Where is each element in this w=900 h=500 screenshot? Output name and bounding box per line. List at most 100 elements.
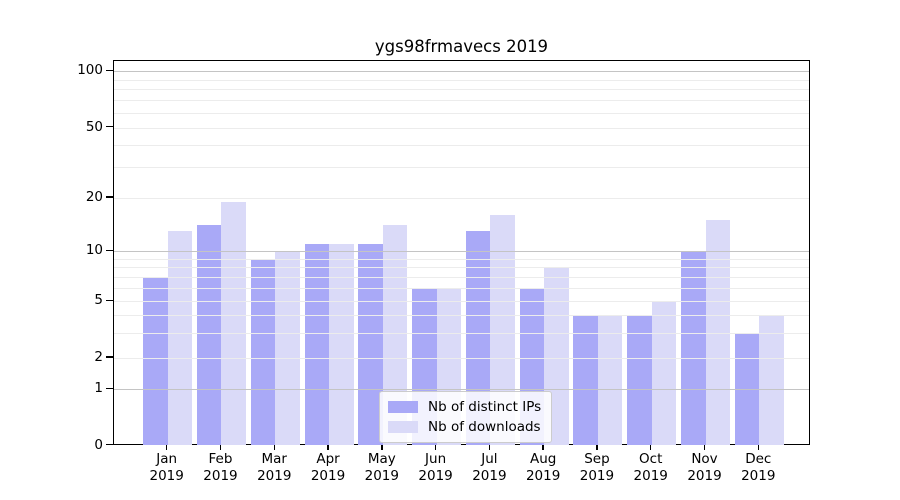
x-tick-label-dec: Dec 2019 — [723, 451, 793, 484]
bar-downloads-jan — [167, 230, 193, 445]
minor-gridline-40 — [114, 144, 809, 146]
legend-swatch-downloads — [388, 421, 418, 433]
bar-ips-feb — [196, 225, 222, 445]
minor-gridline-3 — [114, 332, 809, 334]
minor-gridline-7 — [114, 276, 809, 278]
x-tick-label-line: 2019 — [364, 467, 399, 484]
x-tick-mark-sep — [596, 445, 598, 450]
x-tick-label-may: May 2019 — [347, 451, 417, 484]
x-tick-label-line: 2019 — [310, 467, 346, 484]
x-tick-label-line: Oct — [639, 451, 663, 467]
y-tick-label-100: 100 — [77, 62, 103, 78]
legend-label-distinct-ips: Nb of distinct IPs — [428, 399, 542, 415]
y-tick-mark-50 — [105, 126, 113, 128]
bar-downloads-mar — [275, 251, 300, 445]
minor-gridline-70 — [114, 100, 809, 102]
bar-ips-apr — [304, 243, 330, 445]
x-tick-label-line: 2019 — [472, 467, 507, 484]
bar-downloads-apr — [329, 243, 354, 445]
legend-row-distinct-ips: Nb of distinct IPs — [388, 397, 541, 417]
x-tick-mark-mar — [273, 445, 275, 450]
x-tick-label-feb: Feb 2019 — [185, 451, 255, 484]
y-tick-mark-2 — [105, 356, 113, 358]
x-tick-label-line: May — [367, 451, 396, 467]
x-tick-mark-may — [381, 445, 383, 450]
bar-ips-oct — [627, 314, 652, 445]
x-tick-label-line: Feb — [208, 451, 233, 467]
major-gridline-1 — [114, 389, 809, 390]
bar-downloads-nov — [705, 219, 730, 445]
x-tick-mark-feb — [219, 445, 222, 450]
x-tick-label-line: Jan — [156, 451, 178, 467]
x-tick-label-line: 2019 — [418, 467, 453, 484]
bar-ips-jan — [143, 276, 168, 445]
x-tick-label-line: Apr — [316, 451, 340, 467]
x-tick-label-sep: Sep 2019 — [562, 451, 632, 484]
x-tick-label-line: Nov — [691, 451, 718, 467]
major-gridline-10 — [114, 251, 809, 252]
bar-downloads-sep — [597, 314, 623, 445]
x-tick-mark-jan — [166, 445, 168, 450]
x-tick-label-line: 2019 — [525, 467, 561, 484]
x-tick-label-nov: Nov 2019 — [670, 451, 740, 484]
x-tick-label-oct: Oct 2019 — [616, 451, 686, 484]
minor-gridline-80 — [114, 89, 809, 91]
y-tick-label-5: 5 — [94, 292, 103, 308]
x-tick-mark-oct — [650, 445, 652, 450]
x-tick-label-line: 2019 — [741, 467, 776, 484]
bar-ips-sep — [573, 314, 598, 445]
y-tick-label-0: 0 — [94, 436, 103, 453]
x-tick-mark-jun — [434, 445, 437, 450]
minor-gridline-50 — [114, 127, 809, 129]
minor-gridline-20 — [114, 197, 809, 199]
x-tick-label-line: 2019 — [149, 467, 184, 484]
legend-label-downloads: Nb of downloads — [428, 419, 541, 435]
minor-gridline-8 — [114, 267, 809, 269]
x-tick-label-line: Aug — [529, 451, 557, 467]
y-tick-mark-100 — [105, 69, 113, 71]
y-tick-mark-5 — [105, 299, 113, 301]
x-tick-label-jul: Jul 2019 — [454, 451, 524, 484]
bar-ips-dec — [734, 332, 760, 445]
y-tick-mark-0 — [105, 444, 113, 446]
x-tick-label-aug: Aug 2019 — [508, 451, 578, 484]
plot-area — [113, 60, 810, 445]
y-tick-mark-1 — [105, 387, 113, 389]
minor-gridline-60 — [114, 112, 809, 114]
x-tick-label-line: Dec — [745, 451, 772, 467]
x-tick-mark-jul — [488, 445, 491, 450]
x-tick-mark-aug — [542, 445, 544, 450]
minor-gridline-4 — [114, 314, 809, 316]
y-tick-label-1: 1 — [94, 380, 103, 396]
x-tick-label-mar: Mar 2019 — [239, 451, 309, 484]
x-tick-label-line: 2019 — [257, 467, 292, 484]
y-tick-label-10: 10 — [85, 242, 103, 258]
legend-swatch-distinct-ips — [388, 401, 418, 413]
y-tick-label-50: 50 — [85, 118, 103, 135]
bar-ips-nov — [681, 251, 706, 445]
minor-gridline-5 — [114, 301, 809, 302]
minor-gridline-90 — [114, 79, 809, 81]
x-tick-mark-nov — [703, 445, 706, 450]
legend: Nb of distinct IPs Nb of downloads — [379, 391, 553, 443]
bar-downloads-dec — [759, 314, 784, 445]
minor-gridline-2 — [114, 357, 809, 359]
chart-title: ygs98frmavecs 2019 — [374, 37, 549, 56]
y-tick-mark-20 — [105, 196, 113, 198]
x-tick-mark-apr — [327, 445, 329, 450]
x-tick-label-line: 2019 — [579, 467, 615, 484]
minor-gridline-30 — [114, 166, 809, 168]
x-tick-label-line: 2019 — [687, 467, 722, 484]
x-tick-label-line: Jun — [425, 451, 447, 467]
major-gridline-100 — [114, 71, 809, 72]
bar-downloads-oct — [651, 301, 677, 445]
x-tick-label-line: Mar — [261, 451, 287, 467]
x-tick-mark-dec — [757, 445, 759, 450]
y-tick-label-20: 20 — [85, 188, 103, 205]
y-tick-mark-10 — [105, 249, 113, 251]
y-tick-label-2: 2 — [94, 348, 103, 365]
x-tick-label-jan: Jan 2019 — [132, 451, 202, 484]
minor-gridline-6 — [114, 287, 809, 289]
x-tick-label-apr: Apr 2019 — [293, 451, 363, 484]
x-tick-label-line: 2019 — [203, 467, 238, 484]
